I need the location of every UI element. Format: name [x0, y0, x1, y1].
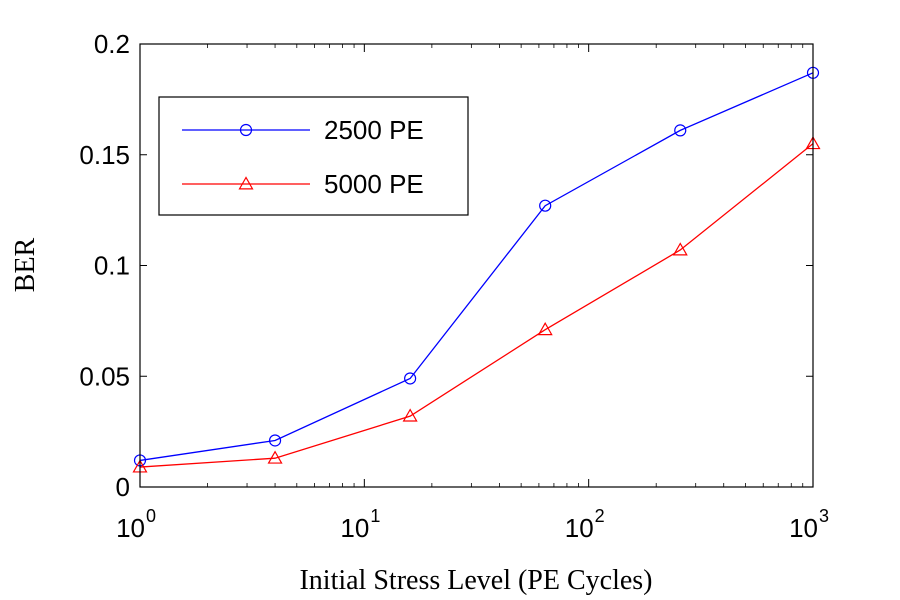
legend-box: [158, 96, 469, 216]
triangle-marker: [402, 408, 418, 422]
y-tick-label: 0.2: [94, 29, 130, 59]
x-tick-label-base: 10: [789, 513, 818, 543]
y-tick-label: 0: [116, 472, 130, 502]
triangle-marker: [537, 322, 553, 336]
triangle-marker: [267, 450, 283, 464]
x-tick-label: 10 3: [789, 506, 829, 543]
circle-marker: [539, 199, 552, 212]
plot-area: [132, 66, 821, 473]
series-line: [139, 72, 814, 462]
x-tick-label-exponent: 1: [370, 506, 380, 526]
y-tick-label: 0.15: [79, 140, 130, 170]
x-tick-label-base: 10: [116, 513, 145, 543]
triangle-marker: [672, 242, 688, 256]
axis-ticks: 00.050.10.150.210 0 10 1 10 2 10 3: [79, 29, 829, 543]
y-axis-title: BER: [10, 237, 41, 292]
triangle-marker: [238, 176, 254, 190]
circle-marker: [268, 434, 282, 447]
circle-marker: [404, 372, 417, 385]
legend: 2500 PE 5000 PE: [158, 96, 469, 216]
x-tick-label: 10 1: [340, 506, 380, 543]
x-tick-label-exponent: 3: [819, 506, 829, 526]
x-axis-title: Initial Stress Level (PE Cycles): [299, 565, 652, 596]
x-tick-label-exponent: 2: [595, 506, 605, 526]
y-tick-label: 0.1: [94, 251, 130, 281]
circle-marker: [674, 124, 687, 137]
series-2: [132, 135, 821, 473]
y-tick-label: 0.05: [79, 361, 130, 391]
circle-marker: [239, 123, 253, 137]
x-tick-label-exponent: 0: [146, 506, 156, 526]
legend-item: 2500 PE: [182, 115, 424, 145]
series-line: [139, 143, 814, 468]
x-tick-label-base: 10: [565, 513, 594, 543]
x-tick-label: 10 0: [116, 506, 156, 543]
legend-label: 2500 PE: [324, 115, 424, 145]
x-tick-label: 10 2: [565, 506, 605, 543]
x-tick-label-base: 10: [340, 513, 369, 543]
legend-label: 5000 PE: [324, 169, 424, 199]
legend-item: 5000 PE: [182, 169, 424, 199]
